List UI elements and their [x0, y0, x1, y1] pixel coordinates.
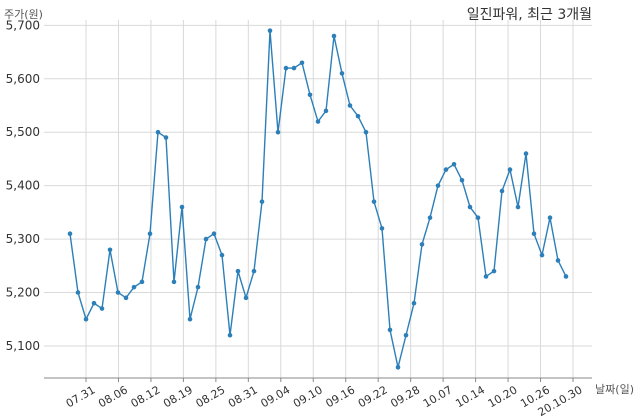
- data-point: [283, 65, 289, 71]
- data-point: [195, 284, 201, 290]
- data-point: [171, 279, 177, 285]
- x-tick-label: 09.04: [259, 383, 293, 410]
- data-point: [163, 135, 169, 140]
- data-point: [147, 231, 153, 237]
- data-point: [547, 215, 553, 221]
- x-tick-label: 08.31: [226, 383, 260, 410]
- series-line: [69, 30, 567, 368]
- y-tick-label: 5,500: [6, 125, 40, 139]
- y-tick-label: 5,300: [6, 232, 40, 246]
- data-point: [523, 151, 529, 156]
- data-point: [475, 215, 481, 221]
- data-point: [371, 199, 377, 204]
- data-point: [403, 332, 409, 338]
- chart-title: 일진파워, 최근 3개월: [466, 7, 592, 23]
- x-tick-label: 10.14: [453, 383, 487, 410]
- data-point: [347, 103, 353, 108]
- x-axis-label: 날짜(일): [595, 383, 634, 396]
- y-tick-label: 5,200: [6, 286, 40, 300]
- data-point: [91, 300, 97, 306]
- x-tick-label: 10.07: [421, 383, 455, 410]
- data-point: [515, 204, 521, 210]
- data-point: [451, 161, 457, 167]
- x-tick-label: 08.25: [194, 383, 228, 410]
- data-point: [115, 290, 121, 295]
- data-point: [483, 274, 489, 279]
- data-point: [83, 316, 89, 322]
- data-point: [411, 300, 417, 306]
- data-point: [555, 258, 561, 263]
- data-point: [419, 242, 425, 247]
- x-tick-label: 09.22: [356, 383, 390, 410]
- data-point: [155, 129, 161, 135]
- data-point: [307, 92, 313, 98]
- data-point: [355, 113, 361, 119]
- data-point: [427, 215, 433, 221]
- x-axis: 07.3108.0608.1208.1908.2508.3109.0409.10…: [44, 377, 592, 419]
- data-point: [259, 199, 265, 204]
- data-point: [563, 274, 569, 279]
- y-axis: 5,100 5,200 5,300 5,400 5,500 5,600 5,700: [6, 18, 40, 353]
- data-point: [219, 252, 225, 258]
- data-point: [99, 306, 105, 311]
- data-point: [507, 167, 513, 172]
- data-point: [131, 284, 137, 290]
- x-tick-label: 09.28: [388, 383, 422, 410]
- data-point: [315, 119, 321, 124]
- data-point: [243, 295, 249, 301]
- data-point: [235, 268, 241, 274]
- data-point: [363, 129, 369, 135]
- y-tick-label: 5,400: [6, 179, 40, 193]
- y-tick-label: 5,700: [6, 18, 40, 32]
- data-point: [459, 177, 465, 183]
- data-point: [379, 226, 385, 231]
- x-tick-label: 08.06: [96, 383, 130, 410]
- data-point: [491, 268, 497, 274]
- data-point: [67, 231, 73, 237]
- data-point: [539, 252, 545, 258]
- data-point: [499, 188, 505, 194]
- data-point: [291, 65, 297, 71]
- y-axis-label: 주가(원): [4, 8, 43, 21]
- data-point: [395, 365, 401, 370]
- y-tick-label: 5,600: [6, 72, 40, 86]
- y-tick-label: 5,100: [6, 339, 40, 353]
- data-point: [211, 231, 217, 237]
- data-point: [267, 28, 273, 33]
- data-point: [443, 167, 449, 172]
- data-point: [323, 108, 329, 114]
- data-point: [251, 268, 257, 274]
- data-point: [339, 71, 345, 76]
- data-point: [75, 290, 81, 295]
- data-point: [331, 33, 337, 39]
- data-point: [139, 279, 145, 285]
- data-point: [123, 295, 129, 301]
- x-tick-label: 08.19: [161, 383, 195, 410]
- x-tick-label: 10.20: [486, 383, 520, 410]
- data-point: [203, 236, 209, 242]
- data-point: [387, 327, 393, 333]
- series-group: [67, 28, 569, 370]
- data-point: [187, 316, 193, 322]
- data-point: [435, 183, 441, 188]
- x-tick-label: 08.12: [129, 383, 163, 410]
- data-point: [531, 231, 537, 237]
- data-point: [275, 129, 281, 135]
- data-point: [467, 204, 473, 210]
- x-tick-label: 07.31: [64, 383, 98, 410]
- x-tick-label: 09.10: [291, 383, 325, 410]
- grid: [44, 20, 592, 378]
- data-point: [227, 332, 233, 338]
- data-point: [299, 60, 305, 66]
- x-tick-label: 09.16: [323, 383, 357, 410]
- data-point: [179, 204, 185, 210]
- data-point: [107, 247, 113, 253]
